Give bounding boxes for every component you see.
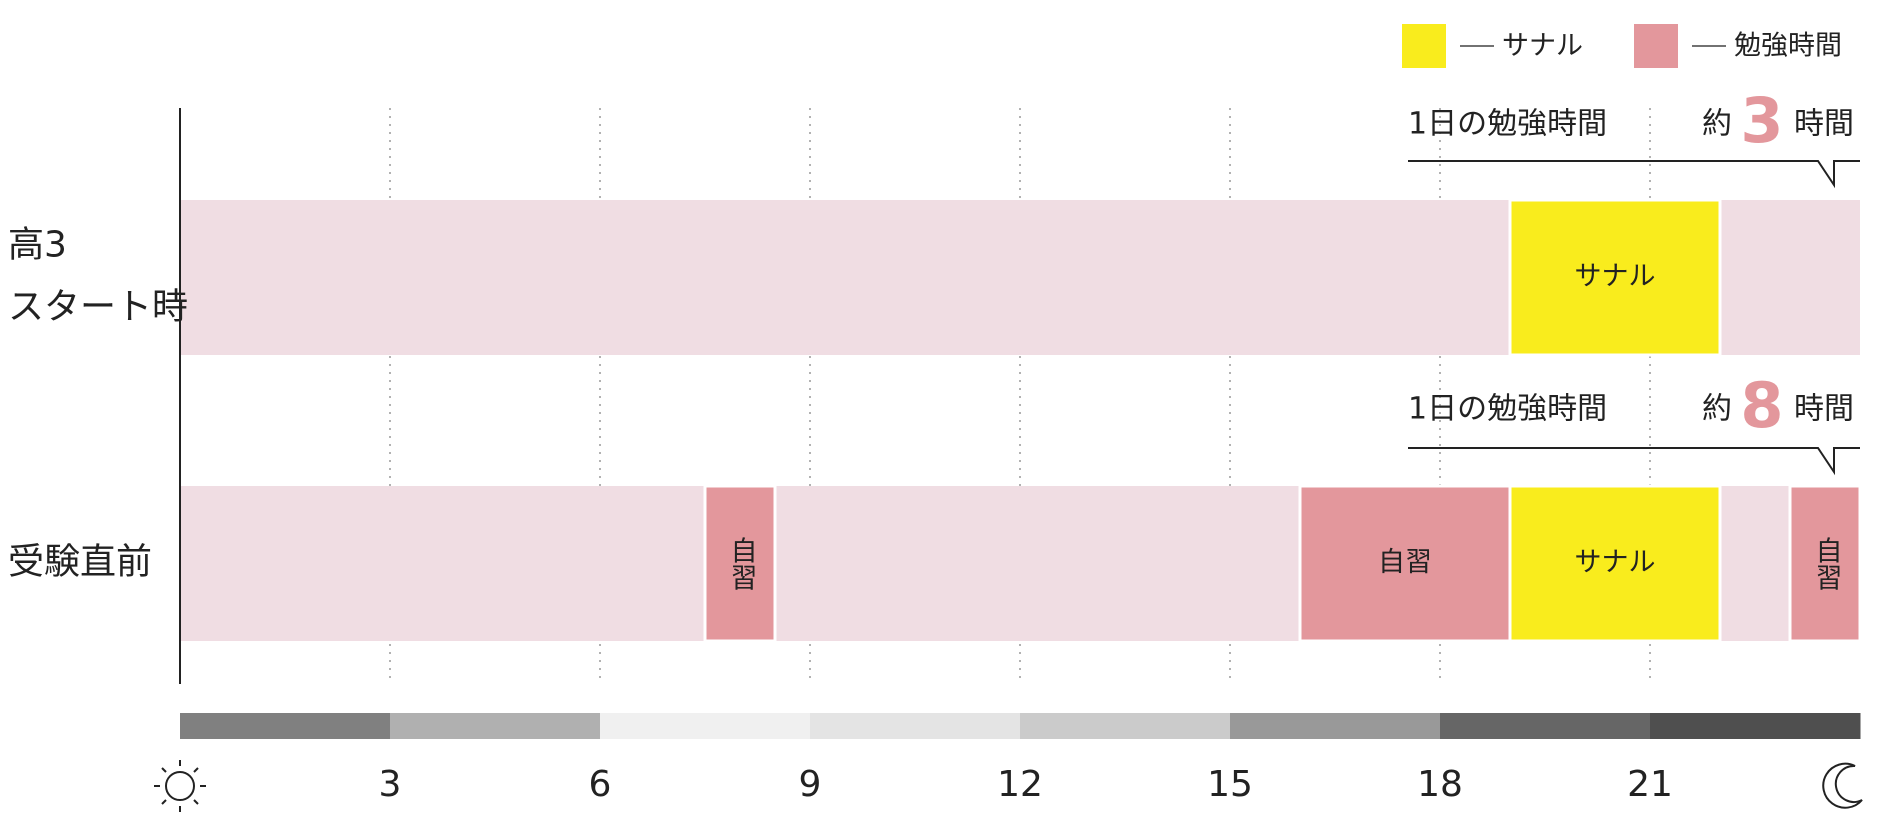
study-approx: 約	[1702, 392, 1732, 427]
x-tick-label: 12	[997, 764, 1043, 805]
x-tick-label: 15	[1207, 764, 1253, 805]
daylight-band	[390, 713, 601, 739]
x-tick-label: 6	[589, 764, 612, 805]
x-tick-label: 9	[799, 764, 822, 805]
row-label: 受験直前	[8, 542, 152, 583]
callout-line	[1408, 160, 1860, 189]
segment	[1298, 484, 1512, 643]
daylight-band	[1230, 713, 1441, 739]
study-unit: 時間	[1794, 107, 1854, 142]
segment-label: 自習	[1811, 536, 1842, 590]
legend-swatch	[1402, 24, 1446, 68]
study-unit: 時間	[1794, 392, 1854, 427]
segment-label: 自習	[726, 536, 757, 590]
daylight-band	[180, 713, 391, 739]
row-label: スタート時	[8, 287, 188, 328]
segment	[1788, 484, 1862, 643]
x-tick-label: 21	[1627, 764, 1673, 805]
daylight-band	[1020, 713, 1231, 739]
study-note: 1日の勉強時間	[1408, 392, 1607, 427]
legend-label: サナル	[1502, 31, 1583, 62]
segment	[1508, 484, 1722, 643]
study-hours: 8	[1740, 369, 1783, 442]
study-hours: 3	[1740, 84, 1783, 157]
segment	[1508, 198, 1722, 357]
x-tick-label: 3	[379, 764, 402, 805]
segment-label: サナル	[1575, 261, 1656, 292]
row-label: 高3	[8, 225, 67, 266]
segment	[703, 484, 777, 643]
moon-icon	[1822, 762, 1863, 809]
daylight-band	[1440, 713, 1651, 739]
daylight-band	[810, 713, 1021, 739]
daylight-band	[600, 713, 811, 739]
study-note: 1日の勉強時間	[1408, 107, 1607, 142]
callout-line	[1408, 447, 1860, 476]
study-approx: 約	[1702, 107, 1732, 142]
segment-label: 自習	[1378, 547, 1432, 578]
sun-icon	[154, 760, 206, 812]
daylight-band	[1650, 713, 1861, 739]
segment-label: サナル	[1575, 547, 1656, 578]
legend-swatch	[1634, 24, 1678, 68]
x-tick-label: 18	[1417, 764, 1463, 805]
legend-label: 勉強時間	[1734, 31, 1842, 62]
